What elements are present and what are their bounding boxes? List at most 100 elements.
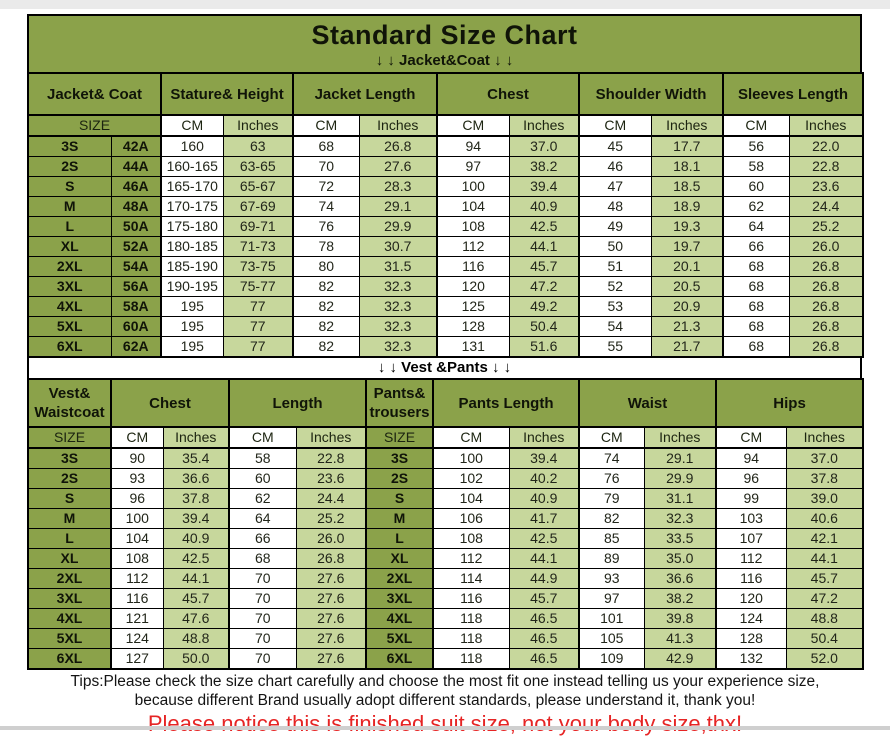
- measurement-cell: 100: [432, 447, 510, 469]
- size-label-cell: 42A: [110, 135, 162, 157]
- size-header: SIZE: [365, 426, 434, 449]
- measurement-cell: 39.4: [508, 447, 580, 469]
- vest-pants-table: Vest& Waistcoat Chest Length Pants& trou…: [27, 378, 865, 670]
- measurement-cell: 32.3: [358, 336, 438, 358]
- measurement-cell: 76: [578, 468, 645, 489]
- measurement-cell: 50.4: [785, 628, 864, 649]
- size-row: 6XL 62A 195 77 82 32.3 131 51.6 55 21.7 68 26.8: [27, 336, 864, 358]
- measurement-cell: 131: [436, 336, 510, 358]
- measurement-cell: 118: [432, 608, 510, 629]
- jacket-unit-header-row: SIZE CM Inches CM Inches CM Inches CM In…: [27, 114, 864, 137]
- cm-header: CM: [436, 114, 510, 137]
- measurement-cell: 104: [110, 528, 164, 549]
- size-label-cell: 2XL: [27, 256, 112, 277]
- measurement-cell: 64: [228, 508, 297, 529]
- size-label-cell: 4XL: [27, 608, 112, 629]
- measurement-cell: 70: [292, 156, 360, 177]
- size-label-cell: 4XL: [27, 296, 112, 317]
- measurement-cell: 82: [292, 336, 360, 358]
- measurement-cell: 127: [110, 648, 164, 670]
- measurement-cell: 185-190: [160, 256, 224, 277]
- size-row: 4XL 121 47.6 70 27.6 4XL 118 46.5 101 39.8 124 48.8: [27, 608, 864, 629]
- size-label-cell: 52A: [110, 236, 162, 257]
- measurement-cell: 100: [110, 508, 164, 529]
- measurement-cell: 116: [432, 588, 510, 609]
- measurement-cell: 44.1: [508, 236, 580, 257]
- measurement-cell: 105: [578, 628, 645, 649]
- measurement-cell: 99: [715, 488, 787, 509]
- measurement-cell: 35.4: [162, 447, 230, 469]
- measurement-cell: 45: [578, 135, 652, 157]
- measurement-cell: 85: [578, 528, 645, 549]
- measurement-cell: 37.8: [785, 468, 864, 489]
- size-label-cell: 5XL: [27, 628, 112, 649]
- size-label-cell: M: [365, 508, 434, 529]
- size-label-cell: 6XL: [27, 336, 112, 358]
- measurement-cell: 42.1: [785, 528, 864, 549]
- measurement-cell: 31.5: [358, 256, 438, 277]
- size-label-cell: S: [27, 176, 112, 197]
- measurement-cell: 116: [110, 588, 164, 609]
- size-row: 3S 90 35.4 58 22.8 3S 100 39.4 74 29.1 94 37.0: [27, 447, 864, 469]
- inches-header: Inches: [788, 114, 864, 137]
- measurement-cell: 104: [436, 196, 510, 217]
- cm-header: CM: [160, 114, 224, 137]
- measurement-cell: 94: [436, 135, 510, 157]
- size-header: SIZE: [27, 114, 162, 137]
- measurement-cell: 32.3: [643, 508, 717, 529]
- jacket-table-body: 3S 42A 160 63 68 26.8 94 37.0 45 17.7 56 22.0 2S 44A 1…: [27, 135, 864, 358]
- measurement-cell: 70: [228, 648, 297, 670]
- size-row: 3XL 56A 190-195 75-77 82 32.3 120 47.2 52 20.5 68 2…: [27, 276, 864, 297]
- measurement-cell: 73-75: [222, 256, 294, 277]
- measurement-cell: 60: [228, 468, 297, 489]
- measurement-cell: 112: [432, 548, 510, 569]
- measurement-cell: 50.0: [162, 648, 230, 670]
- measurement-cell: 25.2: [295, 508, 367, 529]
- inches-header: Inches: [222, 114, 294, 137]
- measurement-cell: 27.6: [295, 648, 367, 670]
- measurement-cell: 62: [722, 196, 790, 217]
- size-label-cell: 50A: [110, 216, 162, 237]
- measurement-cell: 27.6: [295, 568, 367, 589]
- size-label-cell: 2S: [27, 156, 112, 177]
- measurement-cell: 18.9: [650, 196, 724, 217]
- measurement-cell: 40.2: [508, 468, 580, 489]
- size-header: SIZE: [27, 426, 112, 449]
- vest-pants-table-body: 3S 90 35.4 58 22.8 3S 100 39.4 74 29.1 94 37.0 2S 93 3…: [27, 447, 864, 670]
- cm-header: CM: [578, 426, 645, 449]
- measurement-cell: 37.0: [508, 135, 580, 157]
- measurement-cell: 63: [222, 135, 294, 157]
- measurement-cell: 180-185: [160, 236, 224, 257]
- measurement-cell: 120: [715, 588, 787, 609]
- size-label-cell: M: [27, 196, 112, 217]
- measurement-cell: 41.3: [643, 628, 717, 649]
- size-label-cell: 3XL: [27, 588, 112, 609]
- measurement-cell: 160: [160, 135, 224, 157]
- measurement-cell: 27.6: [358, 156, 438, 177]
- measurement-cell: 49.2: [508, 296, 580, 317]
- measurement-cell: 42.5: [162, 548, 230, 569]
- measurement-cell: 17.7: [650, 135, 724, 157]
- measurement-cell: 47.2: [785, 588, 864, 609]
- size-label-cell: 5XL: [27, 316, 112, 337]
- size-label-cell: L: [365, 528, 434, 549]
- measurement-cell: 50.4: [508, 316, 580, 337]
- measurement-cell: 40.9: [508, 488, 580, 509]
- size-label-cell: S: [27, 488, 112, 509]
- size-label-cell: 56A: [110, 276, 162, 297]
- inches-header: Inches: [295, 426, 367, 449]
- measurement-cell: 77: [222, 316, 294, 337]
- measurement-cell: 25.2: [788, 216, 864, 237]
- measurement-cell: 68: [722, 296, 790, 317]
- measurement-cell: 102: [432, 468, 510, 489]
- measurement-cell: 120: [436, 276, 510, 297]
- measurement-cell: 36.6: [162, 468, 230, 489]
- measurement-cell: 32.3: [358, 276, 438, 297]
- measurement-cell: 52: [578, 276, 652, 297]
- size-label-cell: 6XL: [27, 648, 112, 670]
- measurement-cell: 47.2: [508, 276, 580, 297]
- measurement-cell: 26.8: [788, 256, 864, 277]
- size-row: 2S 93 36.6 60 23.6 2S 102 40.2 76 29.9 96 37.8: [27, 468, 864, 489]
- col-group-hips: Hips: [715, 378, 864, 428]
- measurement-cell: 53: [578, 296, 652, 317]
